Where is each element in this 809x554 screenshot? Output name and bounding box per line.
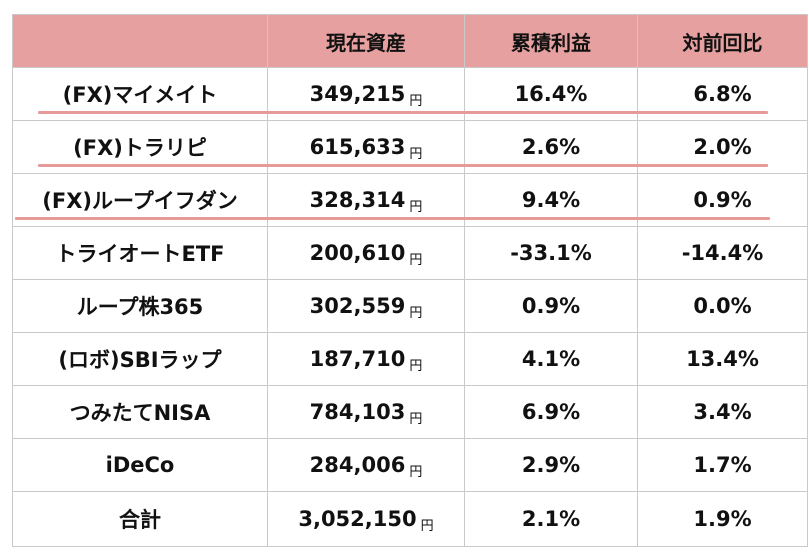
cumulative-profit-value: 6.9%	[464, 385, 638, 439]
change-vs-previous-value: 0.0%	[637, 279, 808, 333]
cumulative-profit-value: 4.1%	[464, 332, 638, 386]
asset-name-text: ループ株365	[76, 295, 204, 319]
currency-unit: 円	[420, 519, 434, 534]
table-row: つみたてNISA 784,103 円 6.9% 3.4%	[12, 385, 808, 439]
table-row: トライオートETF 200,610 円 -33.1% -14.4%	[12, 226, 808, 280]
current-assets-value: 187,710	[309, 347, 406, 371]
asset-name-text: (FX)ループイフダン	[42, 189, 238, 213]
currency-unit: 円	[409, 359, 423, 374]
total-label: 合計	[12, 491, 268, 547]
change-vs-previous-value: 13.4%	[637, 332, 808, 386]
asset-name-text: (FX)マイメイト	[62, 83, 218, 107]
table-row: iDeCo 284,006 円 2.9% 1.7%	[12, 438, 808, 492]
cumulative-profit-value: 2.9%	[464, 438, 638, 492]
currency-unit: 円	[409, 253, 423, 268]
asset-name-text: 合計	[119, 508, 161, 532]
change-vs-previous-value: 3.4%	[637, 385, 808, 439]
current-assets-value: 302,559	[309, 294, 406, 318]
asset-name-text: (ロボ)SBIラップ	[58, 348, 222, 372]
header-name	[12, 14, 268, 68]
current-assets-value: 784,103	[309, 400, 406, 424]
table-row: ループ株365 302,559 円 0.9% 0.0%	[12, 279, 808, 333]
header-change-vs-previous: 対前回比	[637, 14, 808, 68]
asset-table: 現在資産 累積利益 対前回比 (FX)マイメイト 349,215 円 16.4% 6.8…	[12, 14, 808, 547]
current-assets-value: 615,633	[309, 135, 406, 159]
current-assets-value: 284,006	[309, 453, 406, 477]
asset-name-text: iDeCo	[105, 453, 175, 477]
currency-unit: 円	[409, 94, 423, 109]
change-vs-previous-value: -14.4%	[637, 226, 808, 280]
asset-name-text: トライオートETF	[55, 242, 225, 266]
asset-name: (ロボ)SBIラップ	[12, 332, 268, 386]
current-assets-cell: 302,559 円	[267, 279, 465, 333]
cumulative-profit-value: 0.9%	[464, 279, 638, 333]
current-assets-value: 3,052,150	[298, 507, 417, 531]
asset-name: トライオートETF	[12, 226, 268, 280]
asset-name: ループ株365	[12, 279, 268, 333]
current-assets-value: 349,215	[309, 82, 406, 106]
current-assets-cell: 284,006 円	[267, 438, 465, 492]
current-assets-cell: 784,103 円	[267, 385, 465, 439]
current-assets-value: 200,610	[309, 241, 406, 265]
currency-unit: 円	[409, 465, 423, 480]
asset-name-text: (FX)トラリピ	[73, 136, 207, 160]
total-row: 合計 3,052,150 円 2.1% 1.9%	[12, 491, 808, 547]
asset-name-text: つみたてNISA	[69, 401, 211, 425]
current-assets-cell: 200,610 円	[267, 226, 465, 280]
highlight-underline	[15, 216, 770, 220]
currency-unit: 円	[409, 412, 423, 427]
current-assets-cell: 187,710 円	[267, 332, 465, 386]
header-cumulative-profit: 累積利益	[464, 14, 638, 68]
currency-unit: 円	[409, 306, 423, 321]
current-assets-value: 328,314	[309, 188, 406, 212]
header-current-assets: 現在資産	[267, 14, 465, 68]
change-vs-previous-value: 1.9%	[637, 491, 808, 547]
cumulative-profit-value: -33.1%	[464, 226, 638, 280]
change-vs-previous-value: 1.7%	[637, 438, 808, 492]
asset-name: つみたてNISA	[12, 385, 268, 439]
current-assets-cell: 3,052,150 円	[267, 491, 465, 547]
header-row: 現在資産 累積利益 対前回比	[12, 14, 808, 68]
cumulative-profit-value: 2.1%	[464, 491, 638, 547]
asset-name: iDeCo	[12, 438, 268, 492]
currency-unit: 円	[409, 147, 423, 162]
highlight-underline	[38, 110, 768, 114]
highlight-underline	[38, 163, 768, 167]
currency-unit: 円	[409, 200, 423, 215]
table-row: (ロボ)SBIラップ 187,710 円 4.1% 13.4%	[12, 332, 808, 386]
